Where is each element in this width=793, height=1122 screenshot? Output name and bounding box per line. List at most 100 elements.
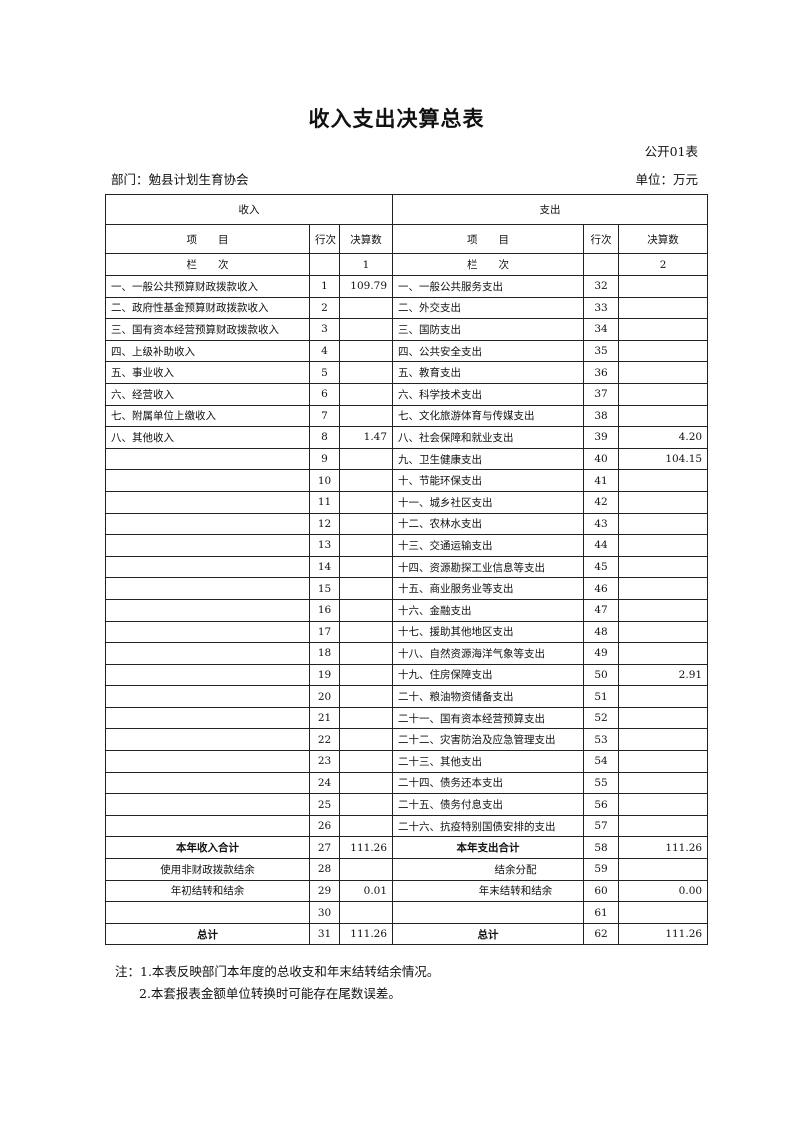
expense-amount bbox=[618, 404, 709, 428]
note-2: 2.本套报表金额单位转换时可能存在尾数误差。 bbox=[139, 986, 401, 1001]
income-item bbox=[105, 814, 310, 838]
expense-item: 二十四、债务还本支出 bbox=[392, 771, 585, 795]
expense-item: 十三、交通运输支出 bbox=[392, 534, 585, 557]
income-header: 收入 bbox=[104, 194, 394, 225]
income-item: 七、附属单位上缴收入 bbox=[105, 404, 310, 428]
income-line-number: 18 bbox=[309, 642, 340, 665]
expense-amount: 104.15 bbox=[618, 447, 709, 471]
income-amount: 111.26 bbox=[338, 922, 394, 946]
income-amount: 0.01 bbox=[338, 879, 394, 903]
income-item bbox=[105, 577, 310, 600]
income-item: 四、上级补助收入 bbox=[105, 339, 310, 363]
income-line-number: 5 bbox=[309, 361, 340, 384]
expense-item: 四、公共安全支出 bbox=[392, 339, 585, 363]
expense-item: 十四、资源勘探工业信息等支出 bbox=[392, 555, 585, 579]
income-amount bbox=[338, 793, 394, 816]
income-column-label: 栏 次 bbox=[105, 253, 310, 276]
income-item bbox=[105, 771, 310, 795]
table-row: 16 十六、金融支出 47 bbox=[105, 598, 709, 622]
table-row: 12 十二、农林水支出 43 bbox=[105, 512, 709, 536]
income-line-number: 10 bbox=[309, 469, 340, 492]
expense-amount bbox=[618, 728, 709, 752]
header-row-column-numbers: 栏 次 1 栏 次 2 bbox=[105, 253, 709, 276]
expense-line-number: 50 bbox=[583, 663, 620, 687]
expense-line-number: 36 bbox=[583, 361, 620, 384]
income-amount-header: 决算数 bbox=[338, 224, 394, 254]
expense-line-number: 34 bbox=[583, 318, 620, 341]
income-line-number: 28 bbox=[309, 858, 340, 881]
expense-amount bbox=[618, 814, 709, 838]
table-row: 本年收入合计 27 111.26 本年支出合计 58 111.26 bbox=[105, 836, 709, 860]
income-amount bbox=[338, 771, 394, 795]
income-line-number: 16 bbox=[309, 598, 340, 622]
income-amount bbox=[338, 598, 394, 622]
expense-line-number: 58 bbox=[583, 836, 620, 860]
expense-line-number: 43 bbox=[583, 512, 620, 536]
header-row-columns: 项 目 行次 决算数 项 目 行次 决算数 bbox=[105, 224, 709, 254]
income-line-number: 27 bbox=[309, 836, 340, 860]
table-row: 19 十九、住房保障支出 50 2.91 bbox=[105, 663, 709, 687]
table-row: 一、一般公共预算财政拨款收入 1 109.79 一、一般公共服务支出 32 bbox=[105, 275, 709, 298]
expense-line-number: 44 bbox=[583, 534, 620, 557]
expense-item: 二十六、抗疫特别国债安排的支出 bbox=[392, 814, 585, 838]
expense-item: 八、社会保障和就业支出 bbox=[392, 426, 585, 449]
table-row: 13 十三、交通运输支出 44 bbox=[105, 534, 709, 557]
expense-line-number: 46 bbox=[583, 577, 620, 600]
expense-line-number: 51 bbox=[583, 685, 620, 708]
income-line-number: 9 bbox=[309, 447, 340, 471]
income-item-header: 项 目 bbox=[105, 224, 310, 254]
table-row: 9 九、卫生健康支出 40 104.15 bbox=[105, 447, 709, 471]
income-line-number: 11 bbox=[309, 490, 340, 514]
income-line-number: 4 bbox=[309, 339, 340, 363]
table-row: 25 二十五、债务付息支出 56 bbox=[105, 793, 709, 816]
expense-line-number: 54 bbox=[583, 750, 620, 773]
income-line-number: 8 bbox=[309, 426, 340, 449]
expense-amount bbox=[618, 598, 709, 622]
expense-amount bbox=[618, 901, 709, 924]
expense-line-number: 35 bbox=[583, 339, 620, 363]
expense-amount bbox=[618, 534, 709, 557]
income-item bbox=[105, 534, 310, 557]
expense-line-number: 49 bbox=[583, 642, 620, 665]
income-line-number: 21 bbox=[309, 706, 340, 730]
expense-line-number: 57 bbox=[583, 814, 620, 838]
income-amount bbox=[338, 447, 394, 471]
income-item bbox=[105, 620, 310, 644]
expense-amount bbox=[618, 296, 709, 320]
expense-amount bbox=[618, 577, 709, 600]
income-item bbox=[105, 685, 310, 708]
income-item: 五、事业收入 bbox=[105, 361, 310, 384]
expense-item bbox=[392, 901, 585, 924]
expense-line-number: 33 bbox=[583, 296, 620, 320]
expense-line-number: 45 bbox=[583, 555, 620, 579]
form-number: 公开01表 bbox=[644, 144, 698, 159]
table-row: 26 二十六、抗疫特别国债安排的支出 57 bbox=[105, 814, 709, 838]
income-amount bbox=[338, 901, 394, 924]
expense-line-blank bbox=[583, 253, 620, 276]
expense-item: 六、科学技术支出 bbox=[392, 382, 585, 406]
expense-line-number: 48 bbox=[583, 620, 620, 644]
expense-line-number: 37 bbox=[583, 382, 620, 406]
expense-amount bbox=[618, 685, 709, 708]
income-item bbox=[105, 642, 310, 665]
expense-amount bbox=[618, 469, 709, 492]
income-amount bbox=[338, 490, 394, 514]
income-amount bbox=[338, 706, 394, 730]
income-amount bbox=[338, 339, 394, 363]
expense-amount bbox=[618, 339, 709, 363]
table-row: 10 十、节能环保支出 41 bbox=[105, 469, 709, 492]
income-line-blank bbox=[309, 253, 340, 276]
expense-item: 十五、商业服务业等支出 bbox=[392, 577, 585, 600]
expense-line-number: 53 bbox=[583, 728, 620, 752]
expense-line-number: 47 bbox=[583, 598, 620, 622]
expense-item: 十、节能环保支出 bbox=[392, 469, 585, 492]
expense-amount bbox=[618, 490, 709, 514]
income-item: 本年收入合计 bbox=[105, 836, 310, 860]
income-item bbox=[105, 663, 310, 687]
table-row: 二、政府性基金预算财政拨款收入 2 二、外交支出 33 bbox=[105, 296, 709, 320]
expense-item: 十六、金融支出 bbox=[392, 598, 585, 622]
expense-item: 二十三、其他支出 bbox=[392, 750, 585, 773]
income-item bbox=[105, 750, 310, 773]
income-expense-table: 收入 支出 项 目 行次 决算数 项 目 行次 决算数 栏 次 1 栏 次 2 … bbox=[104, 194, 709, 946]
expense-line-number: 40 bbox=[583, 447, 620, 471]
